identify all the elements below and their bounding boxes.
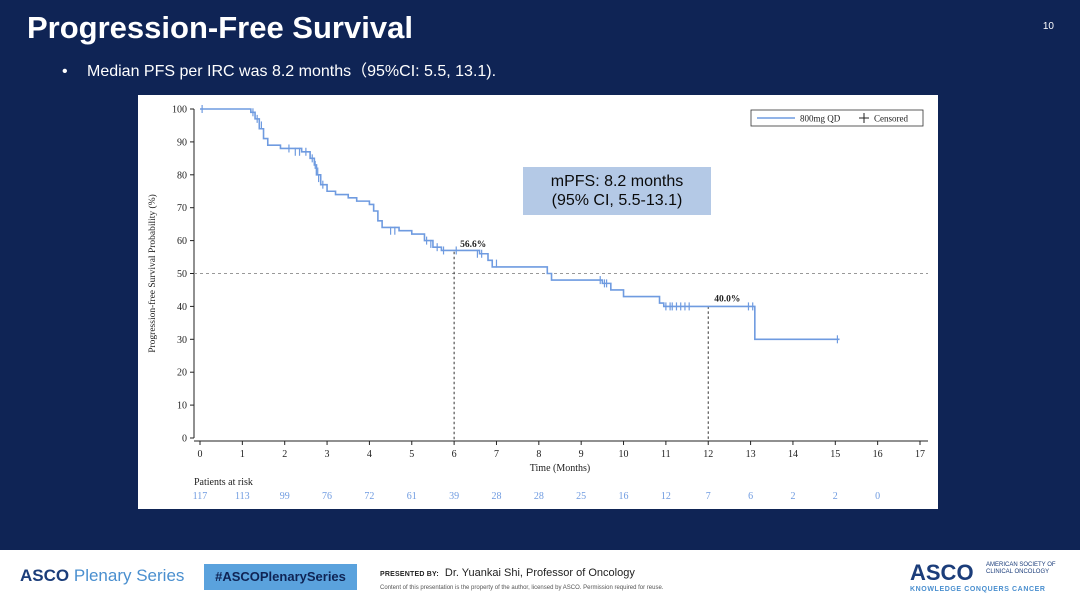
x-tick-label: 15 [830,449,840,460]
risk-count: 2 [790,491,795,502]
bullet-point: • Median PFS per IRC was 8.2 months（95%CI… [62,57,496,81]
risk-count: 117 [193,491,208,502]
legend-series-label: 800mg QD [800,114,841,124]
asco-society-name: AMERICAN SOCIETY OF CLINICAL ONCOLOGY [986,562,1056,575]
risk-count: 76 [322,491,332,502]
x-tick-label: 1 [240,449,245,460]
y-tick-label: 20 [177,368,187,379]
y-tick-label: 30 [177,335,187,346]
presenter-name: Dr. Yuankai Shi, Professor of Oncology [444,567,635,579]
annotation-label: 40.0% [714,294,740,304]
x-tick-label: 12 [703,449,713,460]
y-tick-label: 40 [177,302,187,313]
presented-by-label: PRESENTED BY: [380,571,439,578]
legend-box [750,109,924,127]
plenary-series-word: Plenary Series [73,566,185,585]
x-axis-label: Time (Months) [530,463,590,474]
mpfs-line-1: mPFS: 8.2 months [550,173,684,190]
x-tick-label: 16 [873,449,883,460]
x-tick-label: 7 [494,449,499,460]
footer: ASCO Plenary Series #ASCOPlenarySeries P… [0,550,1080,604]
copyright-notice: Content of this presentation is the prop… [380,585,664,591]
risk-count: 2 [833,491,838,502]
x-tick-label: 3 [325,449,330,460]
mpfs-line-2: (95% CI, 5.5-13.1) [551,192,683,209]
legend-censored-icon [859,113,869,123]
bullet-text: Median PFS per IRC was 8.2 months（95%CI:… [87,63,497,80]
bullet-dot: • [62,63,68,80]
risk-count: 7 [706,491,711,502]
plenary-asco-word: ASCO [20,566,70,585]
slide-background: Progression-Free Survival 10 • Median PFS… [0,0,1080,550]
presented-by: PRESENTED BY: Dr. Yuankai Shi, Professor … [380,567,635,579]
y-tick-label: 10 [177,401,187,412]
asco-logo: ASCO [910,560,974,585]
x-tick-label: 9 [579,449,584,460]
y-tick-label: 80 [177,170,187,181]
x-tick-label: 17 [915,449,925,460]
annotation-label: 56.6% [460,240,486,250]
risk-count: 113 [235,491,250,502]
y-axis-label: Progression-free Survival Probability (%… [147,194,158,353]
y-tick-label: 0 [182,434,187,445]
x-tick-label: 13 [746,449,756,460]
asco-plenary-logo: ASCO Plenary Series [20,566,184,586]
x-tick-label: 8 [536,449,541,460]
x-tick-label: 4 [367,449,372,460]
y-tick-label: 50 [177,269,187,280]
risk-count: 39 [449,491,459,502]
risk-count: 16 [619,491,629,502]
y-tick-label: 90 [177,137,187,148]
hashtag-badge: #ASCOPlenarySeries [204,564,357,590]
x-tick-label: 0 [198,449,203,460]
km-figure: 0 10 20 30 40 50 60 70 80 90 100 0 1 2 3 4 5 6 7 8 9 10 11 12 13… [138,95,938,509]
y-tick-label: 60 [177,236,187,247]
slide-number: 10 [1042,21,1054,32]
x-tick-label: 14 [788,449,798,460]
legend-censored-label: Censored [874,114,908,124]
risk-table-label: Patients at risk [194,477,253,488]
risk-count: 6 [748,491,753,502]
risk-count: 99 [280,491,290,502]
x-tick-label: 2 [282,449,287,460]
x-tick-label: 6 [452,449,457,460]
slide-title: Progression-Free Survival [27,10,413,45]
asco-tagline: KNOWLEDGE CONQUERS CANCER [910,586,1046,593]
risk-count: 0 [875,491,880,502]
risk-count: 28 [491,491,501,502]
risk-count: 25 [576,491,586,502]
risk-count: 72 [364,491,374,502]
y-tick-label: 100 [172,105,187,116]
mpfs-box: mPFS: 8.2 months (95% CI, 5.5-13.1) [523,167,711,215]
x-tick-label: 5 [409,449,414,460]
y-tick-label: 70 [177,203,187,214]
km-curve-800mg [200,108,840,341]
risk-count: 61 [407,491,417,502]
risk-count: 28 [534,491,544,502]
x-tick-label: 11 [661,449,671,460]
x-tick-label: 10 [619,449,629,460]
risk-count: 12 [661,491,671,502]
